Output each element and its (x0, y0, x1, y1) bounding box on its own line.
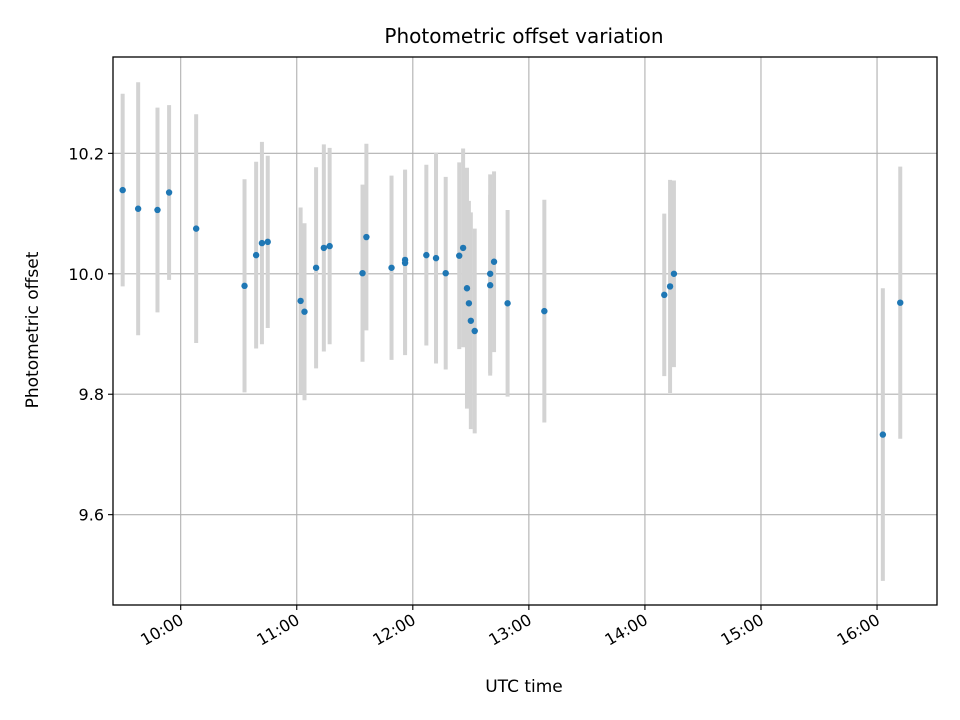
data-point (459, 244, 467, 252)
data-point (134, 205, 142, 212)
data-point (879, 431, 887, 438)
data-point (670, 270, 678, 277)
data-point (471, 327, 478, 335)
data-point (423, 251, 430, 259)
data-point (192, 225, 200, 232)
data-point (666, 283, 674, 290)
plot-frame (112, 56, 938, 606)
data-point (165, 189, 173, 196)
data-point (432, 254, 440, 262)
data-point (388, 264, 395, 271)
data-point (154, 206, 161, 214)
y-tick-label: 10.0 (68, 265, 104, 284)
data-point (661, 291, 668, 299)
x-axis-title: UTC time (485, 677, 563, 697)
data-point (301, 308, 308, 315)
data-point (401, 256, 409, 264)
y-tick-label: 10.2 (68, 144, 104, 163)
data-point (467, 317, 475, 324)
data-point (486, 282, 494, 289)
data-point (241, 282, 248, 290)
data-point (897, 299, 904, 306)
data-point (359, 269, 366, 277)
data-point (320, 244, 328, 252)
y-axis-title: Photometric offset (23, 251, 43, 408)
data-point (297, 297, 304, 305)
y-tick-label: 9.8 (79, 385, 104, 404)
data-points (119, 186, 904, 438)
data-point (258, 239, 266, 247)
grid (113, 57, 937, 605)
data-point (463, 285, 471, 292)
data-point (119, 186, 126, 194)
data-point (326, 242, 333, 250)
data-point (456, 252, 463, 259)
data-point (490, 258, 498, 265)
data-point (363, 233, 370, 241)
data-point (541, 307, 548, 315)
y-tick-label: 9.6 (79, 506, 104, 525)
data-point (312, 264, 320, 271)
data-point (264, 238, 271, 246)
data-point (486, 270, 494, 277)
chart-title: Photometric offset variation (384, 24, 663, 48)
data-point (504, 300, 511, 307)
data-point (465, 300, 473, 307)
data-point (442, 269, 449, 277)
data-point (252, 251, 260, 259)
